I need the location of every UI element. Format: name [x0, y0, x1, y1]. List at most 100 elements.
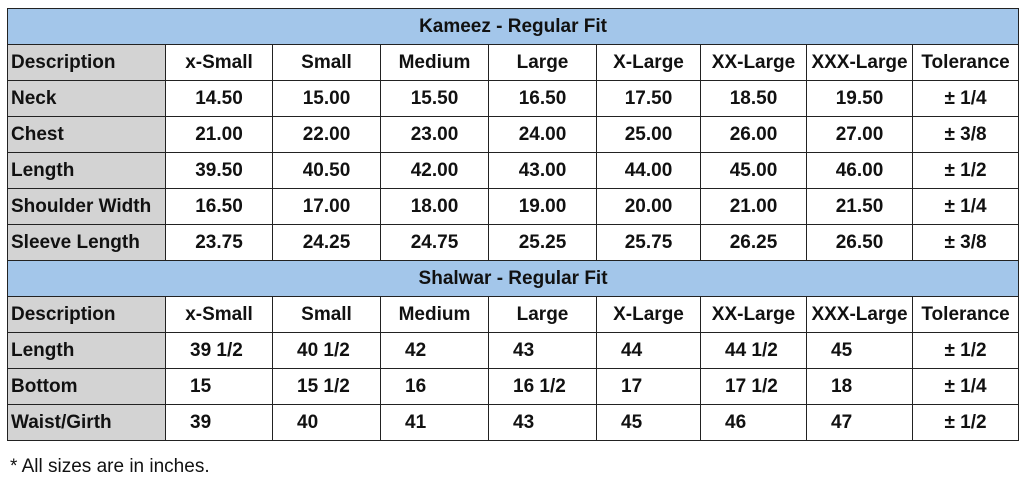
value-cell: 25.25: [488, 224, 597, 261]
header-cell: Small: [272, 296, 381, 333]
value-cell: ± 3/8: [911, 116, 1020, 153]
value-cell: 43.00: [488, 152, 597, 189]
value-cell: ± 1/4: [911, 80, 1020, 117]
value-cell: ± 1/2: [911, 404, 1020, 441]
size-chart: Kameez - Regular Fit Description x-Small Sm…: [6, 8, 1020, 441]
value-cell: 39.50: [165, 152, 273, 189]
value-cell: ± 1/4: [911, 368, 1020, 405]
row-label: Length: [7, 332, 166, 369]
header-cell: Description: [7, 44, 166, 81]
header-cell: Large: [488, 44, 597, 81]
header-cell: Medium: [380, 296, 489, 333]
value-cell: 44 1/2: [700, 332, 807, 369]
header-cell: X-Large: [596, 296, 701, 333]
value-cell: 16: [380, 368, 489, 405]
header-cell: Large: [488, 296, 597, 333]
value-cell: 40: [272, 404, 381, 441]
value-cell: 23.75: [165, 224, 273, 261]
row-label: Chest: [7, 116, 166, 153]
value-cell: 24.25: [272, 224, 381, 261]
value-cell: 16 1/2: [488, 368, 597, 405]
value-cell: 27.00: [806, 116, 913, 153]
value-cell: 26.50: [806, 224, 913, 261]
value-cell: 15.50: [380, 80, 489, 117]
value-cell: 40.50: [272, 152, 381, 189]
value-cell: 43: [488, 332, 597, 369]
value-cell: 20.00: [596, 188, 701, 225]
header-cell: XXX-Large: [806, 296, 913, 333]
value-cell: 42.00: [380, 152, 489, 189]
value-cell: 39: [165, 404, 273, 441]
value-cell: 25.00: [596, 116, 701, 153]
value-cell: 39 1/2: [165, 332, 273, 369]
row-label: Sleeve Length: [7, 224, 166, 261]
row-label: Neck: [7, 80, 166, 117]
table-title: Kameez - Regular Fit: [6, 8, 1020, 45]
data-row: Chest 21.00 22.00 23.00 24.00 25.00 26.00 27.00…: [7, 116, 1020, 153]
value-cell: 16.50: [165, 188, 273, 225]
value-cell: 18.00: [380, 188, 489, 225]
header-cell: XX-Large: [700, 44, 807, 81]
value-cell: 47: [806, 404, 913, 441]
row-label: Waist/Girth: [7, 404, 166, 441]
value-cell: 46.00: [806, 152, 913, 189]
value-cell: 21.00: [165, 116, 273, 153]
value-cell: 24.00: [488, 116, 597, 153]
value-cell: 46: [700, 404, 807, 441]
header-cell: Medium: [380, 44, 489, 81]
value-cell: 17.50: [596, 80, 701, 117]
value-cell: 18: [806, 368, 913, 405]
header-cell: Tolerance: [911, 44, 1020, 81]
value-cell: 21.00: [700, 188, 807, 225]
value-cell: 44.00: [596, 152, 701, 189]
value-cell: 17 1/2: [700, 368, 807, 405]
value-cell: 22.00: [272, 116, 381, 153]
value-cell: 15.00: [272, 80, 381, 117]
header-cell: Tolerance: [911, 296, 1020, 333]
header-cell: XXX-Large: [806, 44, 913, 81]
value-cell: 42: [380, 332, 489, 369]
value-cell: 17.00: [272, 188, 381, 225]
value-cell: 26.00: [700, 116, 807, 153]
value-cell: 19.50: [806, 80, 913, 117]
footnote: * All sizes are in inches.: [10, 456, 210, 477]
value-cell: 18.50: [700, 80, 807, 117]
value-cell: ± 1/4: [911, 188, 1020, 225]
header-cell: Small: [272, 44, 381, 81]
value-cell: 41: [380, 404, 489, 441]
header-row: Description x-Small Small Medium Large X-Larg…: [7, 44, 1020, 81]
value-cell: 17: [596, 368, 701, 405]
value-cell: 43: [488, 404, 597, 441]
header-cell: XX-Large: [700, 296, 807, 333]
value-cell: 45: [596, 404, 701, 441]
value-cell: 25.75: [596, 224, 701, 261]
value-cell: 45: [806, 332, 913, 369]
row-label: Bottom: [7, 368, 166, 405]
header-cell: X-Large: [596, 44, 701, 81]
value-cell: 21.50: [806, 188, 913, 225]
value-cell: ± 3/8: [911, 224, 1020, 261]
table-title: Shalwar - Regular Fit: [6, 260, 1020, 297]
title-row: Shalwar - Regular Fit: [6, 260, 1020, 297]
value-cell: 45.00: [700, 152, 807, 189]
value-cell: 24.75: [380, 224, 489, 261]
row-label: Shoulder Width: [7, 188, 166, 225]
value-cell: 16.50: [488, 80, 597, 117]
data-row: Bottom 15 15 1/2 16 16 1/2 17 17 1/2 18 ± 1/4: [7, 368, 1020, 405]
value-cell: ± 1/2: [911, 332, 1020, 369]
data-row: Length 39 1/2 40 1/2 42 43 44 44 1/2 45 ± 1/2: [7, 332, 1020, 369]
value-cell: 26.25: [700, 224, 807, 261]
data-row: Sleeve Length 23.75 24.25 24.75 25.25 25.75 26…: [7, 224, 1020, 261]
value-cell: 23.00: [380, 116, 489, 153]
data-row: Shoulder Width 16.50 17.00 18.00 19.00 20.00 2…: [7, 188, 1020, 225]
row-label: Length: [7, 152, 166, 189]
value-cell: 40 1/2: [272, 332, 381, 369]
value-cell: 15: [165, 368, 273, 405]
data-row: Waist/Girth 39 40 41 43 45 46 47 ± 1/2: [7, 404, 1020, 441]
title-row: Kameez - Regular Fit: [6, 8, 1020, 45]
value-cell: 19.00: [488, 188, 597, 225]
data-row: Length 39.50 40.50 42.00 43.00 44.00 45.00 46.0…: [7, 152, 1020, 189]
value-cell: 15 1/2: [272, 368, 381, 405]
header-cell: Description: [7, 296, 166, 333]
